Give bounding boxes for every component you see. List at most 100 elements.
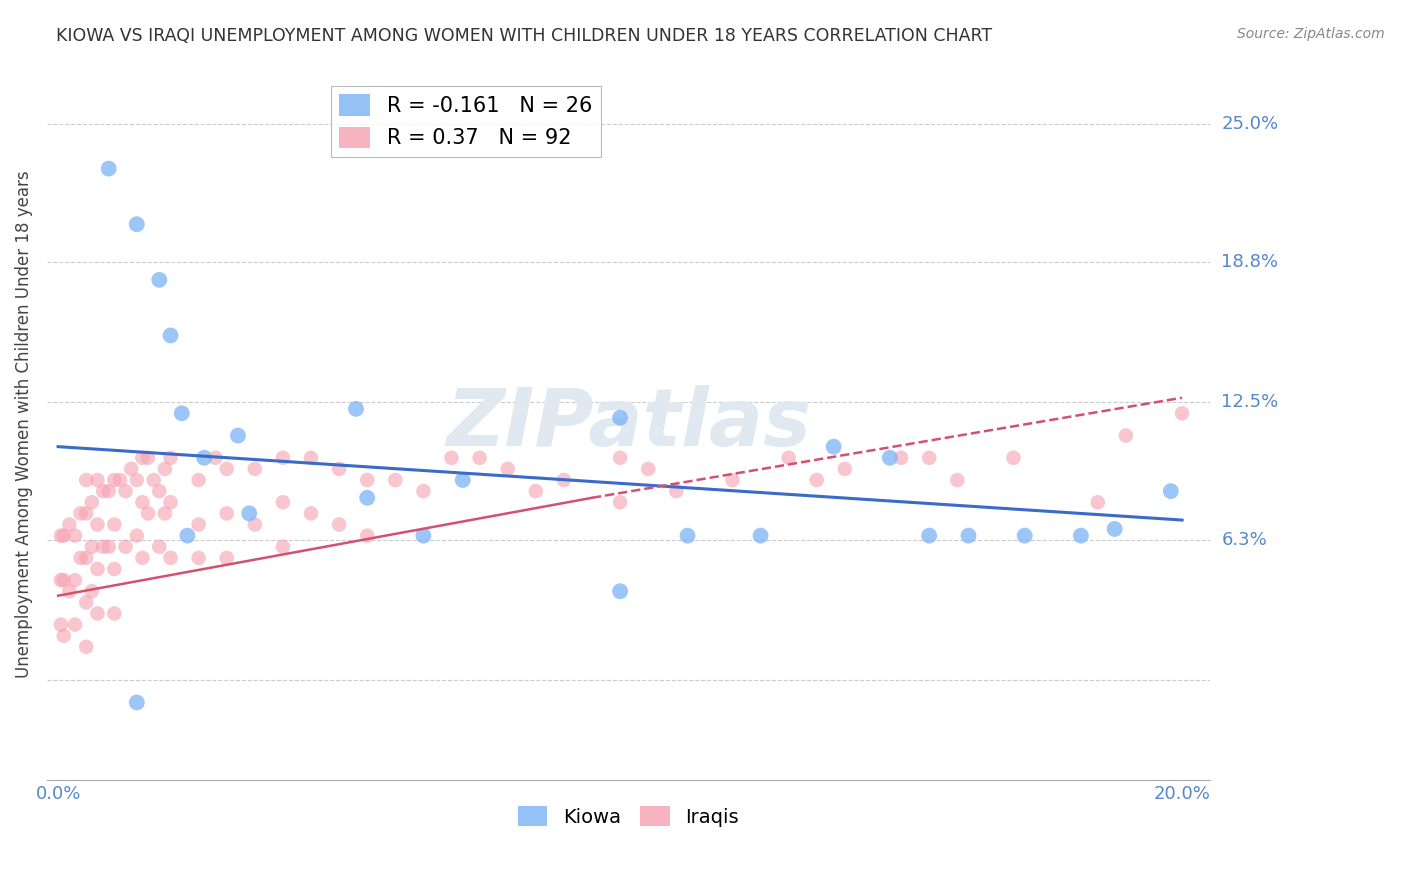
- Point: [468, 450, 491, 465]
- Point: [86, 517, 108, 532]
- Y-axis label: Unemployment Among Women with Children Under 18 years: Unemployment Among Women with Children U…: [15, 170, 32, 678]
- Text: 6.3%: 6.3%: [1222, 531, 1267, 549]
- Point: [1002, 450, 1025, 465]
- Point: [125, 473, 148, 487]
- Point: [187, 550, 209, 565]
- Point: [524, 484, 547, 499]
- Point: [215, 550, 238, 565]
- Point: [879, 450, 901, 465]
- Point: [451, 473, 474, 487]
- Point: [1014, 528, 1036, 542]
- Point: [778, 450, 800, 465]
- Point: [1070, 528, 1092, 542]
- Point: [187, 473, 209, 487]
- Point: [63, 617, 86, 632]
- Point: [243, 462, 266, 476]
- Point: [384, 473, 406, 487]
- Point: [204, 450, 226, 465]
- Point: [238, 507, 260, 521]
- Point: [918, 528, 941, 542]
- Point: [58, 517, 80, 532]
- Point: [1087, 495, 1109, 509]
- Point: [49, 617, 72, 632]
- Point: [120, 462, 142, 476]
- Point: [131, 550, 153, 565]
- Point: [103, 473, 125, 487]
- Point: [159, 550, 181, 565]
- Point: [125, 217, 148, 231]
- Point: [142, 473, 165, 487]
- Point: [609, 450, 631, 465]
- Legend: Kiowa, Iraqis: Kiowa, Iraqis: [510, 798, 747, 835]
- Point: [75, 550, 97, 565]
- Point: [328, 462, 350, 476]
- Point: [299, 450, 322, 465]
- Point: [187, 517, 209, 532]
- Point: [159, 450, 181, 465]
- Point: [159, 328, 181, 343]
- Point: [80, 495, 103, 509]
- Point: [356, 491, 378, 505]
- Point: [97, 540, 120, 554]
- Point: [97, 161, 120, 176]
- Point: [91, 484, 114, 499]
- Point: [131, 495, 153, 509]
- Point: [226, 428, 249, 442]
- Point: [271, 540, 294, 554]
- Point: [108, 473, 131, 487]
- Point: [75, 473, 97, 487]
- Point: [58, 584, 80, 599]
- Point: [412, 484, 434, 499]
- Point: [69, 550, 91, 565]
- Point: [957, 528, 980, 542]
- Point: [215, 462, 238, 476]
- Text: 12.5%: 12.5%: [1222, 393, 1278, 411]
- Point: [215, 507, 238, 521]
- Point: [80, 584, 103, 599]
- Point: [103, 517, 125, 532]
- Point: [328, 517, 350, 532]
- Point: [176, 528, 198, 542]
- Point: [125, 528, 148, 542]
- Point: [609, 584, 631, 599]
- Point: [63, 573, 86, 587]
- Point: [153, 462, 176, 476]
- Point: [136, 507, 159, 521]
- Point: [86, 562, 108, 576]
- Point: [609, 495, 631, 509]
- Point: [1160, 484, 1182, 499]
- Point: [75, 595, 97, 609]
- Point: [823, 440, 845, 454]
- Point: [243, 517, 266, 532]
- Point: [721, 473, 744, 487]
- Point: [271, 450, 294, 465]
- Point: [153, 507, 176, 521]
- Point: [496, 462, 519, 476]
- Point: [637, 462, 659, 476]
- Point: [344, 401, 367, 416]
- Point: [356, 528, 378, 542]
- Point: [271, 495, 294, 509]
- Point: [75, 507, 97, 521]
- Text: 25.0%: 25.0%: [1222, 115, 1278, 133]
- Point: [1171, 406, 1194, 420]
- Text: KIOWA VS IRAQI UNEMPLOYMENT AMONG WOMEN WITH CHILDREN UNDER 18 YEARS CORRELATION: KIOWA VS IRAQI UNEMPLOYMENT AMONG WOMEN …: [56, 27, 993, 45]
- Point: [356, 473, 378, 487]
- Point: [49, 573, 72, 587]
- Point: [148, 540, 170, 554]
- Text: ZIPatlas: ZIPatlas: [446, 385, 811, 464]
- Point: [1115, 428, 1137, 442]
- Point: [412, 528, 434, 542]
- Point: [749, 528, 772, 542]
- Point: [136, 450, 159, 465]
- Point: [52, 629, 75, 643]
- Point: [97, 484, 120, 499]
- Point: [52, 528, 75, 542]
- Point: [170, 406, 193, 420]
- Point: [114, 540, 136, 554]
- Point: [52, 573, 75, 587]
- Point: [665, 484, 688, 499]
- Point: [86, 473, 108, 487]
- Point: [834, 462, 856, 476]
- Point: [299, 507, 322, 521]
